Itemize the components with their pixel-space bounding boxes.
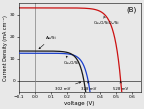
Y-axis label: Current Density (mA cm⁻²): Current Density (mA cm⁻²) [3,15,8,81]
Text: 302 mV: 302 mV [55,82,81,91]
Text: Au/Si: Au/Si [39,36,57,49]
Text: Cu₂O/SiO₂/Si: Cu₂O/SiO₂/Si [93,16,119,25]
X-axis label: voltage (V): voltage (V) [64,100,95,106]
Text: Cu₂O/Si: Cu₂O/Si [64,56,80,65]
Text: 328 mV: 328 mV [80,81,96,91]
Text: 528 mV: 528 mV [113,81,128,91]
Text: (B): (B) [127,6,137,13]
